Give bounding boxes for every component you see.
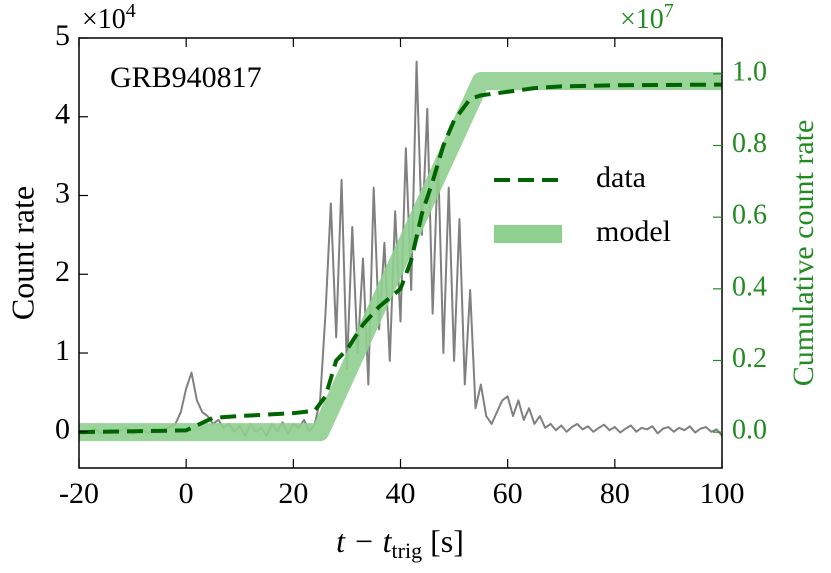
y-tick-label: 1 — [55, 334, 70, 367]
x-label-main: t − t — [336, 523, 392, 559]
y2-multiplier-exp: 7 — [664, 0, 674, 22]
x-tick-label: -20 — [59, 477, 99, 510]
y-tick-label: 4 — [55, 98, 70, 131]
series-line — [79, 60, 722, 437]
y2-multiplier: ×107 — [620, 0, 674, 35]
y-multiplier: ×104 — [82, 0, 136, 35]
x-label: t − ttrig [s] — [336, 523, 464, 563]
x-tick-label: 20 — [278, 477, 308, 510]
series-line — [79, 72, 722, 442]
legend-label: model — [596, 215, 671, 248]
y2-tick-label: 0.8 — [732, 128, 767, 159]
y-tick-label: 3 — [55, 176, 70, 209]
legend-label: data — [596, 161, 646, 194]
x-tick-label: 100 — [700, 477, 745, 510]
x-label-unit: [s] — [422, 523, 464, 559]
y-tick-label: 2 — [55, 255, 70, 288]
y2-tick-label: 0.0 — [732, 415, 767, 446]
x-tick-label: 40 — [386, 477, 416, 510]
y2-multiplier-base: ×10 — [620, 4, 664, 35]
annotation: GRB940817 — [110, 61, 262, 94]
x-tick-label: 80 — [600, 477, 630, 510]
x-tick-label: 0 — [179, 477, 194, 510]
y-multiplier-base: ×10 — [82, 4, 126, 35]
y2-tick-label: 0.2 — [732, 343, 767, 374]
y-tick-label: 0 — [55, 413, 70, 446]
y2-label: Cumulative count rate — [787, 120, 820, 387]
x-tick-label: 60 — [493, 477, 523, 510]
y2-tick-label: 1.0 — [732, 56, 767, 87]
y-multiplier-exp: 4 — [126, 0, 136, 22]
series-line — [79, 82, 722, 435]
y-label: Count rate — [4, 186, 40, 320]
y-tick-label: 5 — [55, 19, 70, 52]
y2-tick-label: 0.6 — [732, 200, 767, 231]
y2-tick-label: 0.4 — [732, 271, 767, 302]
x-label-sub: trig — [392, 538, 423, 563]
